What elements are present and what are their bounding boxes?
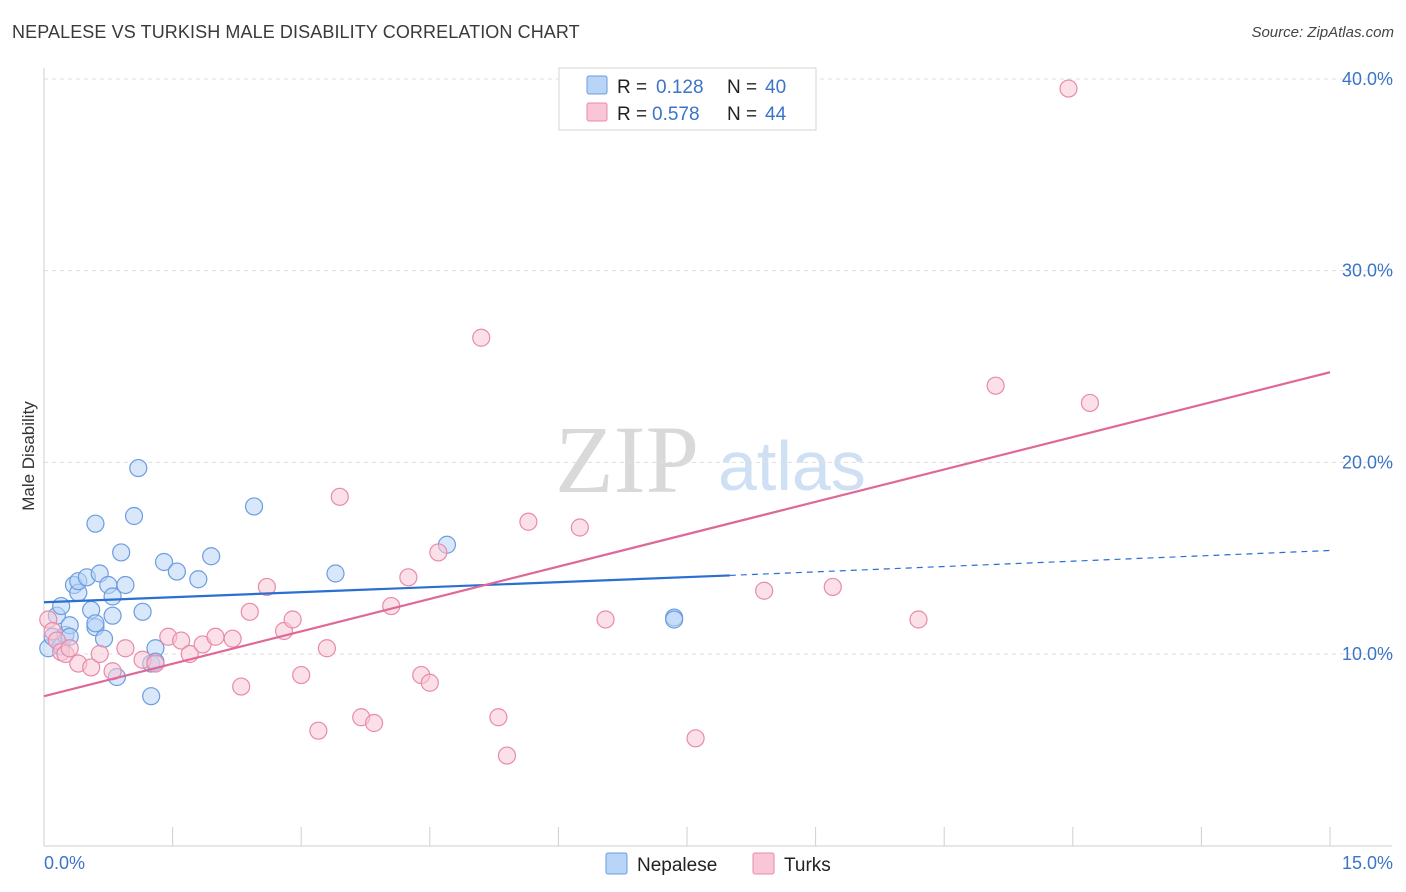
turks-point-27: [330, 487, 349, 506]
turks-point-25: [309, 721, 328, 740]
watermark-zip: ZIP: [555, 406, 699, 513]
turks-point-20: [240, 602, 259, 621]
turks-point-34: [429, 543, 448, 562]
turks-point-7: [82, 658, 101, 677]
nepalese-point-23: [124, 506, 144, 526]
nepalese-point-22: [116, 575, 135, 595]
legend-n-value-nepalese: 40: [765, 77, 786, 98]
nepalese-point-3: [52, 596, 71, 616]
x-tick-label-max: 15.0%: [1342, 853, 1393, 873]
x-ticks: [43, 827, 1331, 846]
nepalese-point-37: [665, 610, 684, 629]
nepalese-point-27: [142, 687, 161, 706]
turks-point-23: [283, 610, 302, 629]
turks-point-38: [519, 512, 538, 531]
turks-point-41: [686, 729, 705, 748]
turks-point-5: [60, 639, 79, 658]
turks-point-43: [823, 577, 842, 597]
turks-point-21: [257, 577, 277, 597]
gridlines: [44, 78, 1392, 655]
nepalese-point-32: [202, 547, 221, 566]
y-tick-labels: 10.0% 20.0% 30.0% 40.0%: [1342, 69, 1393, 664]
turks-point-17: [206, 627, 225, 646]
turks-point-29: [364, 713, 384, 733]
nepalese-point-14: [86, 514, 105, 533]
y-tick-label-1: 20.0%: [1342, 452, 1393, 472]
nepalese-point-16: [94, 629, 114, 648]
turks-point-36: [489, 708, 508, 727]
nepalese-point-24: [129, 458, 148, 478]
y-axis-title: Male Disability: [19, 401, 38, 511]
y-tick-label-3: 40.0%: [1342, 69, 1393, 89]
nepalese-point-19: [103, 606, 122, 625]
turks-point-46: [1059, 79, 1078, 98]
nepalese-point-30: [167, 562, 186, 581]
y-tick-label-0: 10.0%: [1342, 644, 1393, 664]
turks-trend-line: [43, 371, 1331, 698]
turks-point-14: [172, 631, 191, 650]
legend-swatch-turks: [586, 102, 608, 122]
legend-r-label-nepalese: R =: [617, 77, 647, 98]
nepalese-point-33: [244, 497, 264, 516]
turks-point-42: [755, 581, 774, 600]
source-credit: Source: ZipAtlas.com: [1251, 24, 1394, 41]
nepalese-point-31: [189, 570, 208, 589]
legend-r-value-nepalese: 0.128: [656, 77, 704, 98]
nepalese-point-34: [326, 564, 345, 583]
bottom-legend-swatch-turks: [752, 852, 775, 875]
legend-r-label-turks: R =: [617, 104, 647, 125]
legend-n-label-turks: N =: [727, 104, 757, 125]
nepalese-trend-line: [43, 574, 730, 604]
legend-n-label-nepalese: N =: [727, 77, 757, 98]
turks-point-37: [497, 746, 517, 765]
nepalese-point-21: [112, 543, 131, 562]
legend-swatch-nepalese: [586, 75, 608, 95]
turks-point-8: [90, 644, 109, 664]
nepalese-point-29: [154, 552, 174, 572]
bottom-legend-swatch-nepalese: [605, 852, 628, 875]
nepalese-point-13: [86, 614, 105, 633]
turks-point-24: [292, 665, 311, 685]
x-tick-label-min: 0.0%: [44, 853, 85, 873]
turks-point-39: [570, 518, 589, 537]
turks-point-18: [223, 629, 242, 648]
axes: [43, 68, 1392, 847]
nepalese-trend-extension: [729, 549, 1331, 577]
y-tick-label-2: 30.0%: [1342, 261, 1393, 281]
turks-point-47: [1080, 393, 1100, 413]
turks-point-10: [116, 639, 135, 658]
nepalese-point-25: [133, 602, 152, 621]
turks-point-19: [232, 677, 251, 696]
turks-point-40: [596, 610, 615, 629]
series-legend: Nepalese Turks: [605, 852, 831, 876]
chart-title: NEPALESE VS TURKISH MALE DISABILITY CORR…: [12, 22, 580, 42]
legend-r-value-turks: 0.578: [652, 104, 700, 125]
turks-point-31: [399, 568, 418, 587]
turks-point-35: [472, 328, 491, 347]
watermark: ZIP atlas: [555, 406, 866, 513]
turks-point-26: [317, 639, 337, 658]
stats-legend: R = 0.128 N = 40 R = 0.578 N = 44: [558, 67, 817, 131]
turks-point-45: [986, 376, 1005, 395]
turks-point-44: [909, 610, 928, 629]
bottom-legend-label-nepalese: Nepalese: [637, 855, 717, 876]
watermark-atlas: atlas: [718, 427, 866, 505]
turks-point-33: [420, 673, 439, 692]
trend-lines: [43, 371, 1331, 698]
bottom-legend-label-turks: Turks: [784, 855, 831, 876]
legend-n-value-turks: 44: [765, 104, 787, 125]
